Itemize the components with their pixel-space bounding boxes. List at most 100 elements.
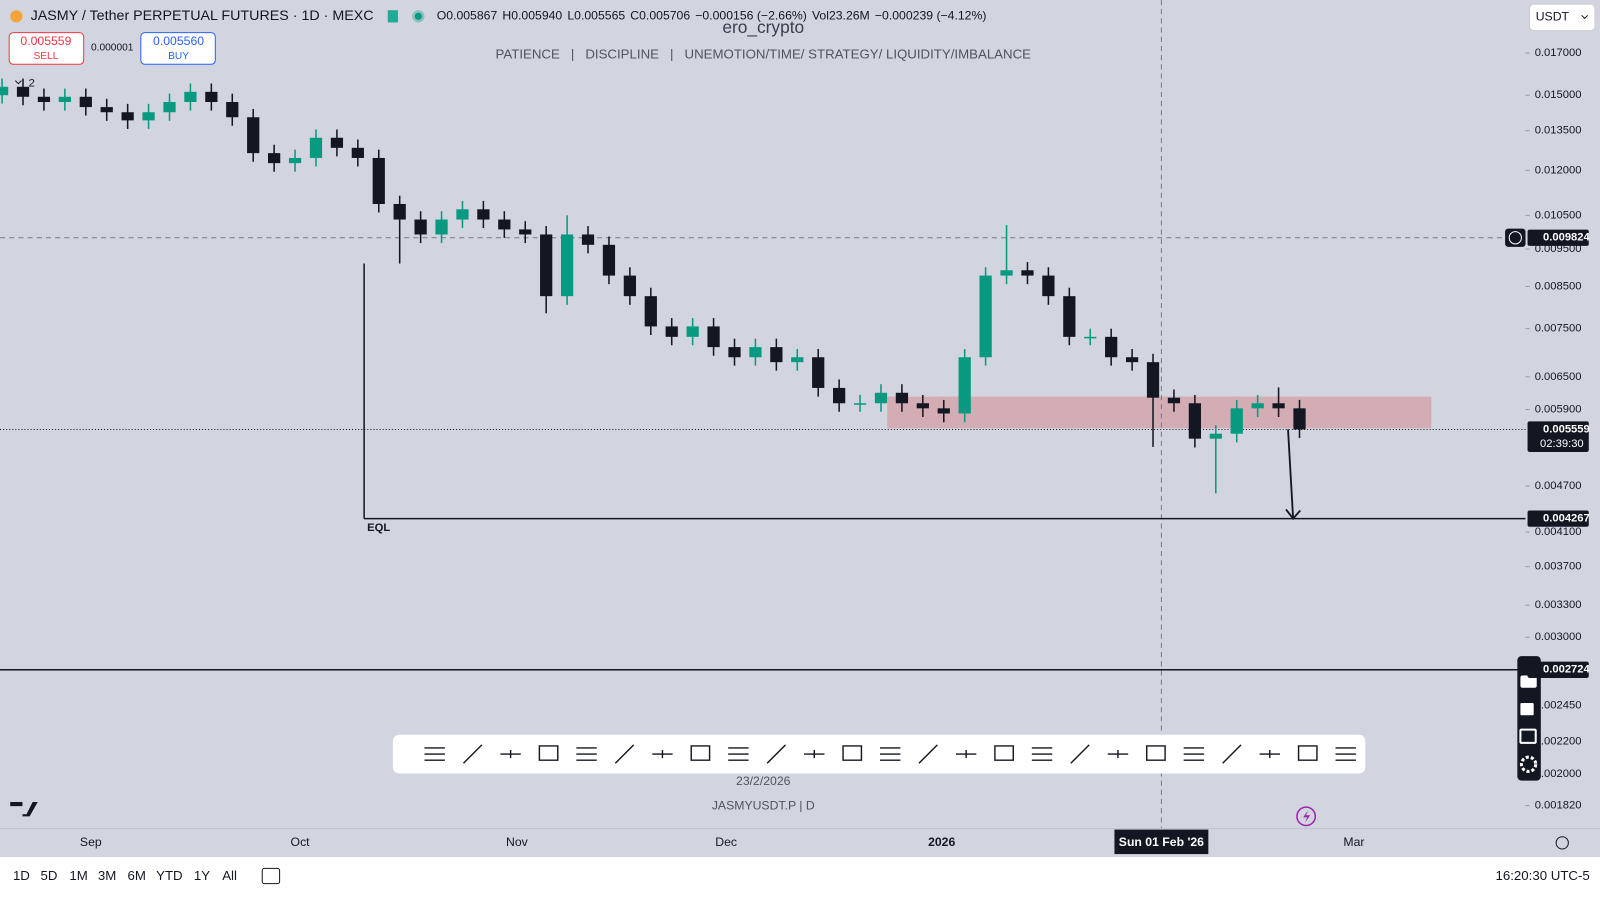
tool-icon[interactable] <box>918 744 938 764</box>
y-tick-label: 0.017000 <box>1535 47 1582 59</box>
tool-icon[interactable] <box>804 750 825 759</box>
y-tick-label: 0.015000 <box>1535 89 1582 101</box>
candle-body <box>874 392 888 404</box>
range-button[interactable]: 1D <box>13 868 30 883</box>
sell-button[interactable] <box>8 32 85 65</box>
tv-logo <box>10 802 38 817</box>
candle-body <box>581 234 595 245</box>
candle-body <box>853 403 867 405</box>
axis-settings[interactable] <box>1555 836 1569 850</box>
slogan: PATIENCE | DISCIPLINE | UNEMOTION/TIME/ … <box>496 47 1032 62</box>
tool-icon[interactable] <box>1335 747 1356 761</box>
candle-body <box>1042 275 1055 297</box>
y-tick-label: 0.002450 <box>1535 699 1582 711</box>
candle-body <box>1105 336 1118 358</box>
lightning-icon <box>1303 810 1311 823</box>
tool-icon[interactable] <box>462 744 483 764</box>
volume-change: −0.000239 (−4.12%) <box>875 9 987 23</box>
collapse-chevron[interactable] <box>14 80 22 85</box>
candle-body <box>226 102 239 118</box>
tool-icon[interactable] <box>424 747 445 761</box>
candle-body <box>163 102 176 113</box>
tool-icon[interactable] <box>1107 750 1129 759</box>
tool-icon[interactable] <box>500 750 521 759</box>
tool-icon[interactable] <box>994 745 1014 761</box>
candle-body <box>519 229 532 235</box>
volume: Vol23.26M <box>812 9 870 23</box>
range-button[interactable]: 5D <box>41 868 58 883</box>
video-icon[interactable] <box>1520 703 1534 716</box>
candle-body <box>979 275 992 358</box>
tool-icon[interactable] <box>1297 745 1318 761</box>
spread: 0.000001 <box>91 43 134 54</box>
last-price-bg <box>1527 421 1589 452</box>
candle-body <box>1272 403 1285 409</box>
buy-button[interactable] <box>140 32 216 65</box>
y-tick-label: 0.010500 <box>1535 209 1582 221</box>
y-tick-label: 0.003700 <box>1535 561 1582 573</box>
tool-icon[interactable] <box>766 744 787 764</box>
y-tick-label: 0.013500 <box>1535 125 1582 137</box>
flag <box>387 10 398 23</box>
y-tick-label: 0.003300 <box>1535 599 1582 611</box>
last-price: 0.005559 <box>1543 423 1590 435</box>
tool-icon[interactable] <box>1070 744 1090 764</box>
candle-body <box>1021 270 1034 276</box>
layers-icon[interactable] <box>1519 728 1537 744</box>
crosshair-date: Sun 01 Feb '26 <box>1119 835 1204 849</box>
candle-body <box>1167 397 1181 404</box>
ohlc: O0.005867 H0.005940 L0.005565 C0.005706 −0.0… <box>437 9 987 23</box>
tool-icon[interactable] <box>690 745 711 761</box>
candle-body <box>477 209 490 220</box>
tool-icon[interactable] <box>1222 744 1242 764</box>
close: C0.005706 <box>630 9 690 23</box>
collapsed-count: 2 <box>29 78 35 90</box>
tool-icon[interactable] <box>1146 745 1166 761</box>
sell-label: SELL <box>33 51 58 62</box>
tool-icon[interactable] <box>1031 747 1053 761</box>
tool-icon[interactable] <box>955 750 977 759</box>
date-range-icon[interactable] <box>261 867 281 885</box>
candle-body <box>1251 403 1264 409</box>
y-tick-label: 0.003000 <box>1535 631 1582 643</box>
add-alert-bg[interactable] <box>1505 228 1526 247</box>
candle-body <box>16 86 30 97</box>
tool-icon[interactable] <box>614 744 635 764</box>
range-button[interactable]: 3M <box>98 868 116 883</box>
candle-body <box>1146 362 1160 398</box>
tool-icon[interactable] <box>728 747 749 761</box>
y-tick-label: 0.001820 <box>1535 800 1582 812</box>
candle-body <box>37 96 51 103</box>
range-button[interactable]: YTD <box>156 868 183 883</box>
candle-body <box>1125 357 1139 363</box>
candle-body <box>456 209 469 220</box>
tool-icon[interactable] <box>842 745 863 761</box>
tool-icon[interactable] <box>576 747 597 761</box>
range-button[interactable]: 1M <box>69 868 87 883</box>
y-tick-label: 0.004100 <box>1535 526 1582 538</box>
currency-select[interactable] <box>1529 3 1596 32</box>
range-button[interactable]: 6M <box>128 868 146 883</box>
candle-body <box>79 96 92 108</box>
candle-body <box>393 203 406 220</box>
countdown: 02:39:30 <box>1540 438 1584 450</box>
candle-body <box>142 112 155 121</box>
tool-icon[interactable] <box>1183 747 1205 761</box>
candle-body <box>916 403 929 409</box>
candle-body <box>707 326 720 348</box>
x-tick-label: Nov <box>506 835 529 849</box>
camera-icon[interactable] <box>1520 675 1537 688</box>
price-axis: 0.017000 0.015000 0.013500 0.012000 0.010500… <box>1525 0 1600 829</box>
lightning-button[interactable] <box>1296 806 1317 827</box>
tool-icon[interactable] <box>1259 750 1281 759</box>
range-button[interactable]: 1Y <box>194 868 210 883</box>
range-button[interactable]: All <box>222 868 237 883</box>
tool-icon[interactable] <box>652 750 673 759</box>
tool-icon[interactable] <box>538 745 559 761</box>
change: −0.000156 (−2.66%) <box>695 9 807 23</box>
eql-label: EQL <box>367 522 390 534</box>
candle-body <box>100 107 113 113</box>
tool-icon[interactable] <box>880 747 901 761</box>
settings-icon[interactable] <box>1519 755 1538 773</box>
